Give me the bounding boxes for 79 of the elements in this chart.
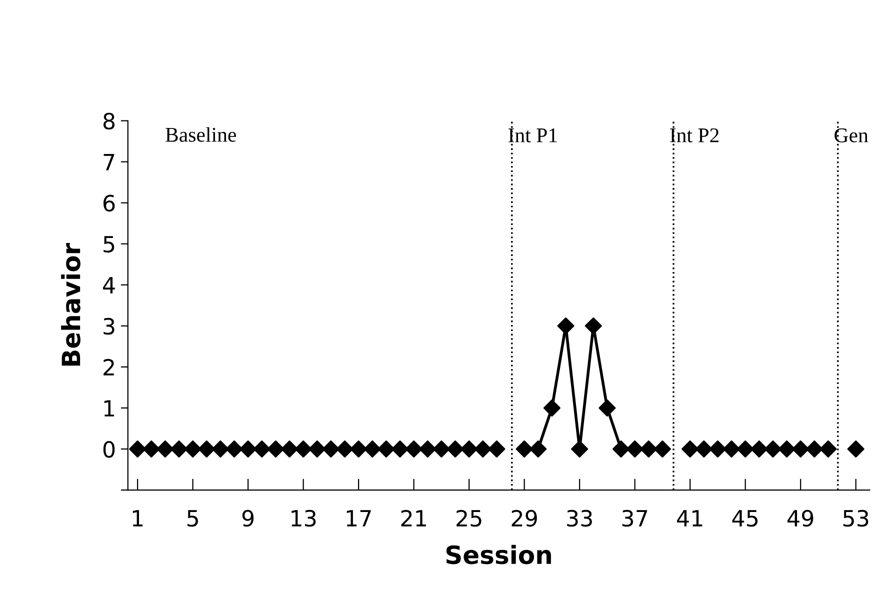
- point: [446, 440, 464, 458]
- x-tick-label: 29: [512, 510, 537, 527]
- x-tick-label: 33: [567, 510, 592, 527]
- point: [226, 440, 243, 458]
- x-tick-label: 37: [622, 510, 648, 527]
- y-tick-label: 3: [104, 318, 114, 335]
- y-tick-label: 1: [104, 400, 114, 416]
- point: [294, 440, 312, 458]
- x-tick-label: 41: [677, 510, 702, 526]
- y-tick-label: 2: [104, 358, 114, 376]
- point: [612, 440, 630, 458]
- point: [516, 440, 533, 458]
- x-tick-label: 25: [456, 510, 482, 527]
- point: [584, 317, 602, 334]
- y-tick-label: 7: [104, 154, 114, 170]
- point: [682, 440, 699, 458]
- point: [474, 440, 492, 458]
- point: [806, 440, 823, 458]
- point: [419, 440, 436, 458]
- point: [364, 440, 381, 458]
- point: [184, 440, 202, 458]
- y-tick-label: 0: [103, 440, 115, 458]
- x-tick-label: 17: [346, 510, 371, 526]
- point: [405, 440, 422, 458]
- point: [198, 440, 216, 458]
- point: [571, 440, 588, 458]
- x-tick-label: 5: [187, 510, 198, 527]
- x-tick-label: 49: [788, 510, 814, 527]
- x-axis-title: Session: [446, 544, 551, 564]
- point: [391, 440, 409, 458]
- point: [322, 440, 340, 458]
- point: [488, 440, 506, 458]
- point: [722, 440, 740, 458]
- x-tick-label: 1: [132, 510, 143, 526]
- y-tick-label: 4: [103, 277, 115, 294]
- y-tick-label: 5: [104, 236, 114, 253]
- point: [640, 440, 658, 458]
- point: [626, 440, 644, 458]
- point: [378, 440, 395, 458]
- x-tick-label: 45: [732, 510, 758, 527]
- point: [432, 440, 450, 458]
- point: [557, 317, 574, 334]
- point: [280, 440, 298, 458]
- point: [240, 440, 257, 458]
- point: [709, 440, 726, 458]
- point: [142, 440, 160, 458]
- point: [156, 440, 174, 458]
- point: [598, 399, 616, 417]
- point: [129, 440, 146, 458]
- point: [736, 440, 754, 458]
- x-tick-label: 53: [843, 510, 868, 527]
- y-tick-label: 6: [104, 194, 115, 212]
- point: [212, 440, 229, 458]
- x-tick-label: 9: [242, 510, 254, 527]
- point: [695, 440, 712, 458]
- point: [350, 440, 368, 458]
- point: [750, 440, 768, 458]
- ref-line-label: Gen: [834, 128, 868, 142]
- annotation: Baseline: [166, 127, 236, 142]
- point: [543, 399, 561, 417]
- point: [847, 440, 864, 458]
- y-tick-label: 8: [103, 112, 115, 130]
- y-axis-title: Behavior: [61, 242, 80, 366]
- point: [778, 440, 796, 458]
- ref-line-label: Int P1: [508, 128, 557, 142]
- point: [764, 440, 782, 458]
- x-tick-label: 21: [401, 510, 426, 526]
- point: [267, 440, 284, 458]
- point: [253, 440, 270, 458]
- ref-line-label: Int P2: [670, 128, 719, 142]
- point: [170, 440, 188, 458]
- point: [654, 440, 672, 458]
- point: [530, 440, 547, 458]
- point: [792, 440, 810, 458]
- point: [308, 440, 326, 458]
- point: [820, 440, 837, 458]
- point: [460, 440, 478, 458]
- point: [336, 440, 354, 458]
- x-tick-label: 13: [292, 510, 316, 527]
